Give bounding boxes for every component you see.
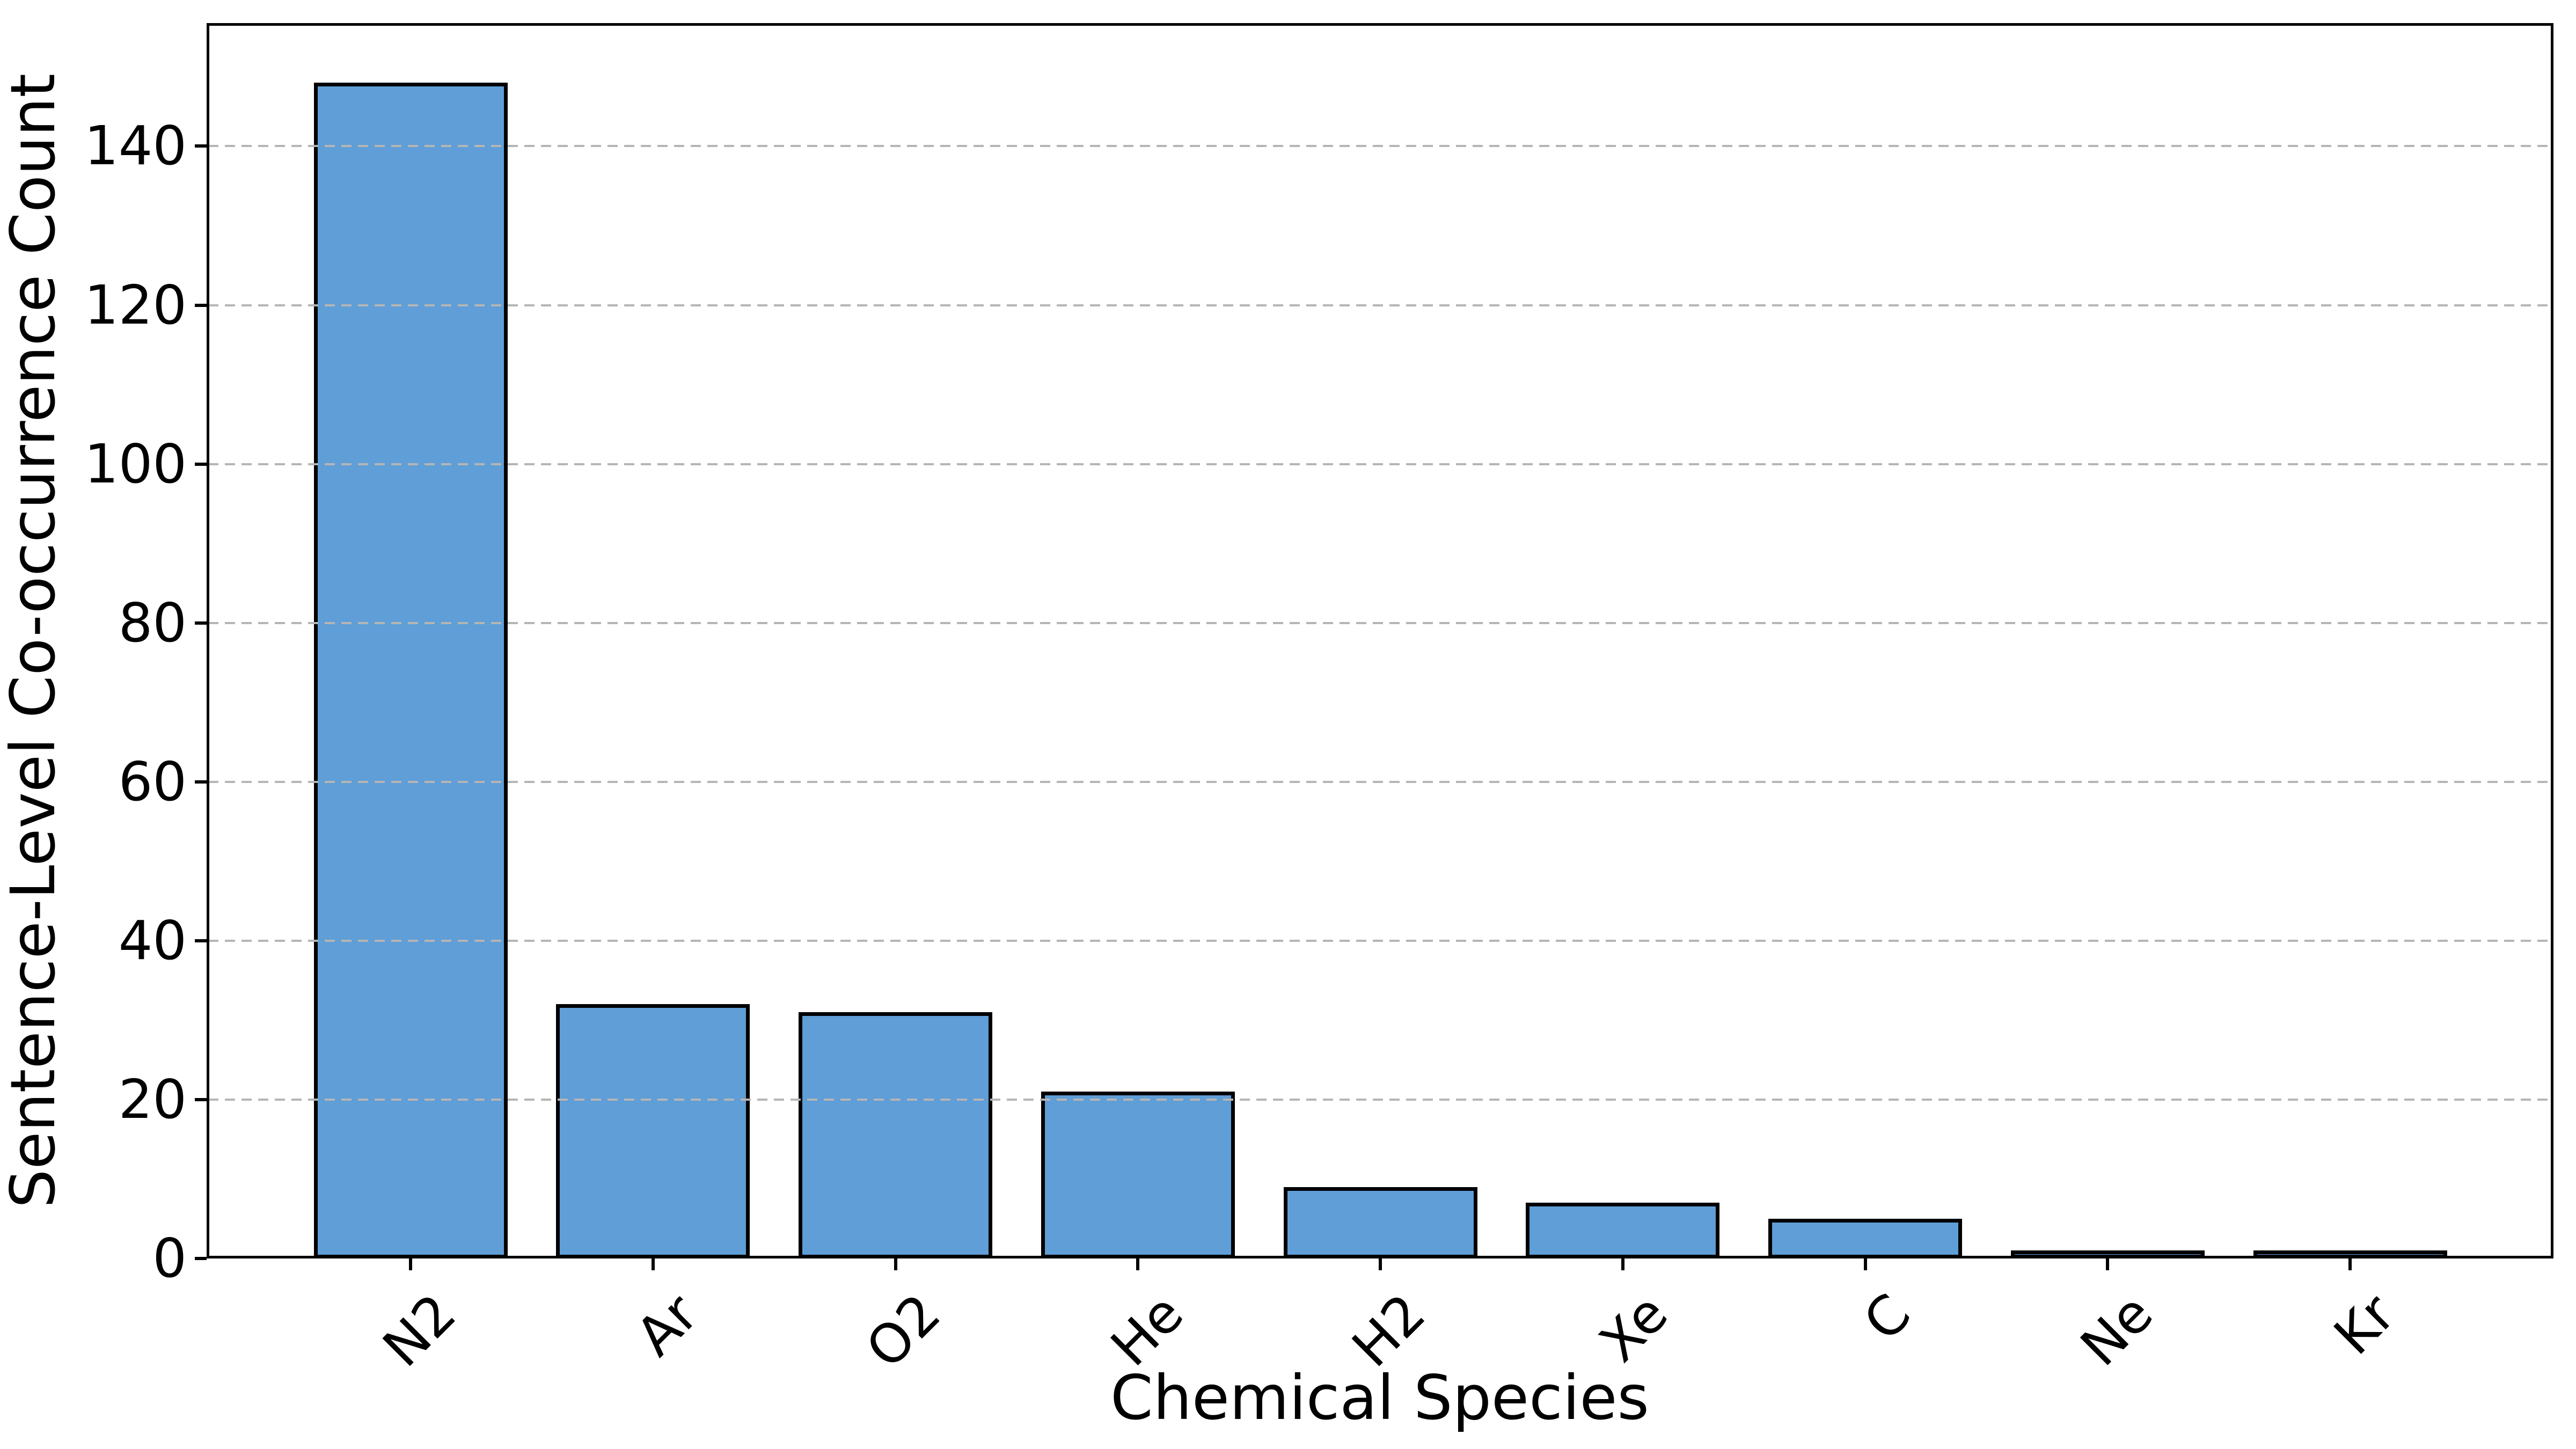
x-tick-Ne [2106,1258,2110,1270]
gridline-y-60 [208,780,2552,783]
y-tick-label-20: 20 [118,1067,187,1131]
bar-N2 [313,83,508,1258]
x-tick-label-O2: O2 [854,1282,953,1381]
x-tick-N2 [409,1258,412,1270]
x-tick-H2 [1379,1258,1382,1270]
bar-He [1041,1092,1235,1258]
y-tick-140 [195,144,207,148]
y-tick-100 [195,462,207,466]
y-tick-label-60: 60 [118,750,187,813]
gridline-y-100 [208,463,2552,465]
gridline-y-140 [208,145,2552,148]
y-tick-60 [195,780,207,784]
bar-Ar [556,1004,750,1258]
x-tick-label-N2: N2 [370,1282,468,1379]
x-tick-label-Xe: Xe [1587,1282,1680,1374]
x-tick-Xe [1621,1258,1624,1270]
x-tick-He [1136,1258,1140,1270]
x-tick-Ar [651,1258,655,1270]
bar-H2 [1283,1187,1477,1258]
bar-C [1768,1218,1962,1258]
y-axis-title: Sentence-Level Co-occurrence Count [0,73,69,1209]
y-tick-label-140: 140 [84,114,187,178]
gridline-y-120 [208,304,2552,306]
y-tick-label-40: 40 [118,909,187,972]
y-tick-label-0: 0 [152,1227,187,1290]
bar-O2 [799,1012,992,1258]
gridline-y-20 [208,1098,2552,1101]
y-tick-120 [195,303,207,307]
y-tick-label-100: 100 [84,432,187,495]
x-tick-label-Ar: Ar [624,1282,711,1368]
gridline-y-40 [208,939,2552,942]
x-axis-title: Chemical Species [1110,1362,1649,1433]
bar-Xe [1526,1203,1720,1258]
y-tick-40 [195,939,207,942]
x-tick-O2 [894,1258,897,1270]
y-tick-0 [195,1257,207,1260]
bar-Kr [2253,1250,2447,1258]
y-tick-20 [195,1097,207,1101]
x-tick-Kr [2348,1258,2352,1270]
gridline-y-80 [208,621,2552,624]
x-tick-label-C: C [1851,1282,1922,1353]
x-tick-C [1863,1258,1867,1270]
x-tick-label-Kr: Kr [2322,1282,2407,1367]
y-tick-80 [195,621,207,625]
y-tick-label-80: 80 [118,591,187,654]
y-tick-label-120: 120 [84,273,187,336]
bar-Ne [2010,1250,2205,1258]
x-tick-label-Ne: Ne [2068,1282,2165,1378]
